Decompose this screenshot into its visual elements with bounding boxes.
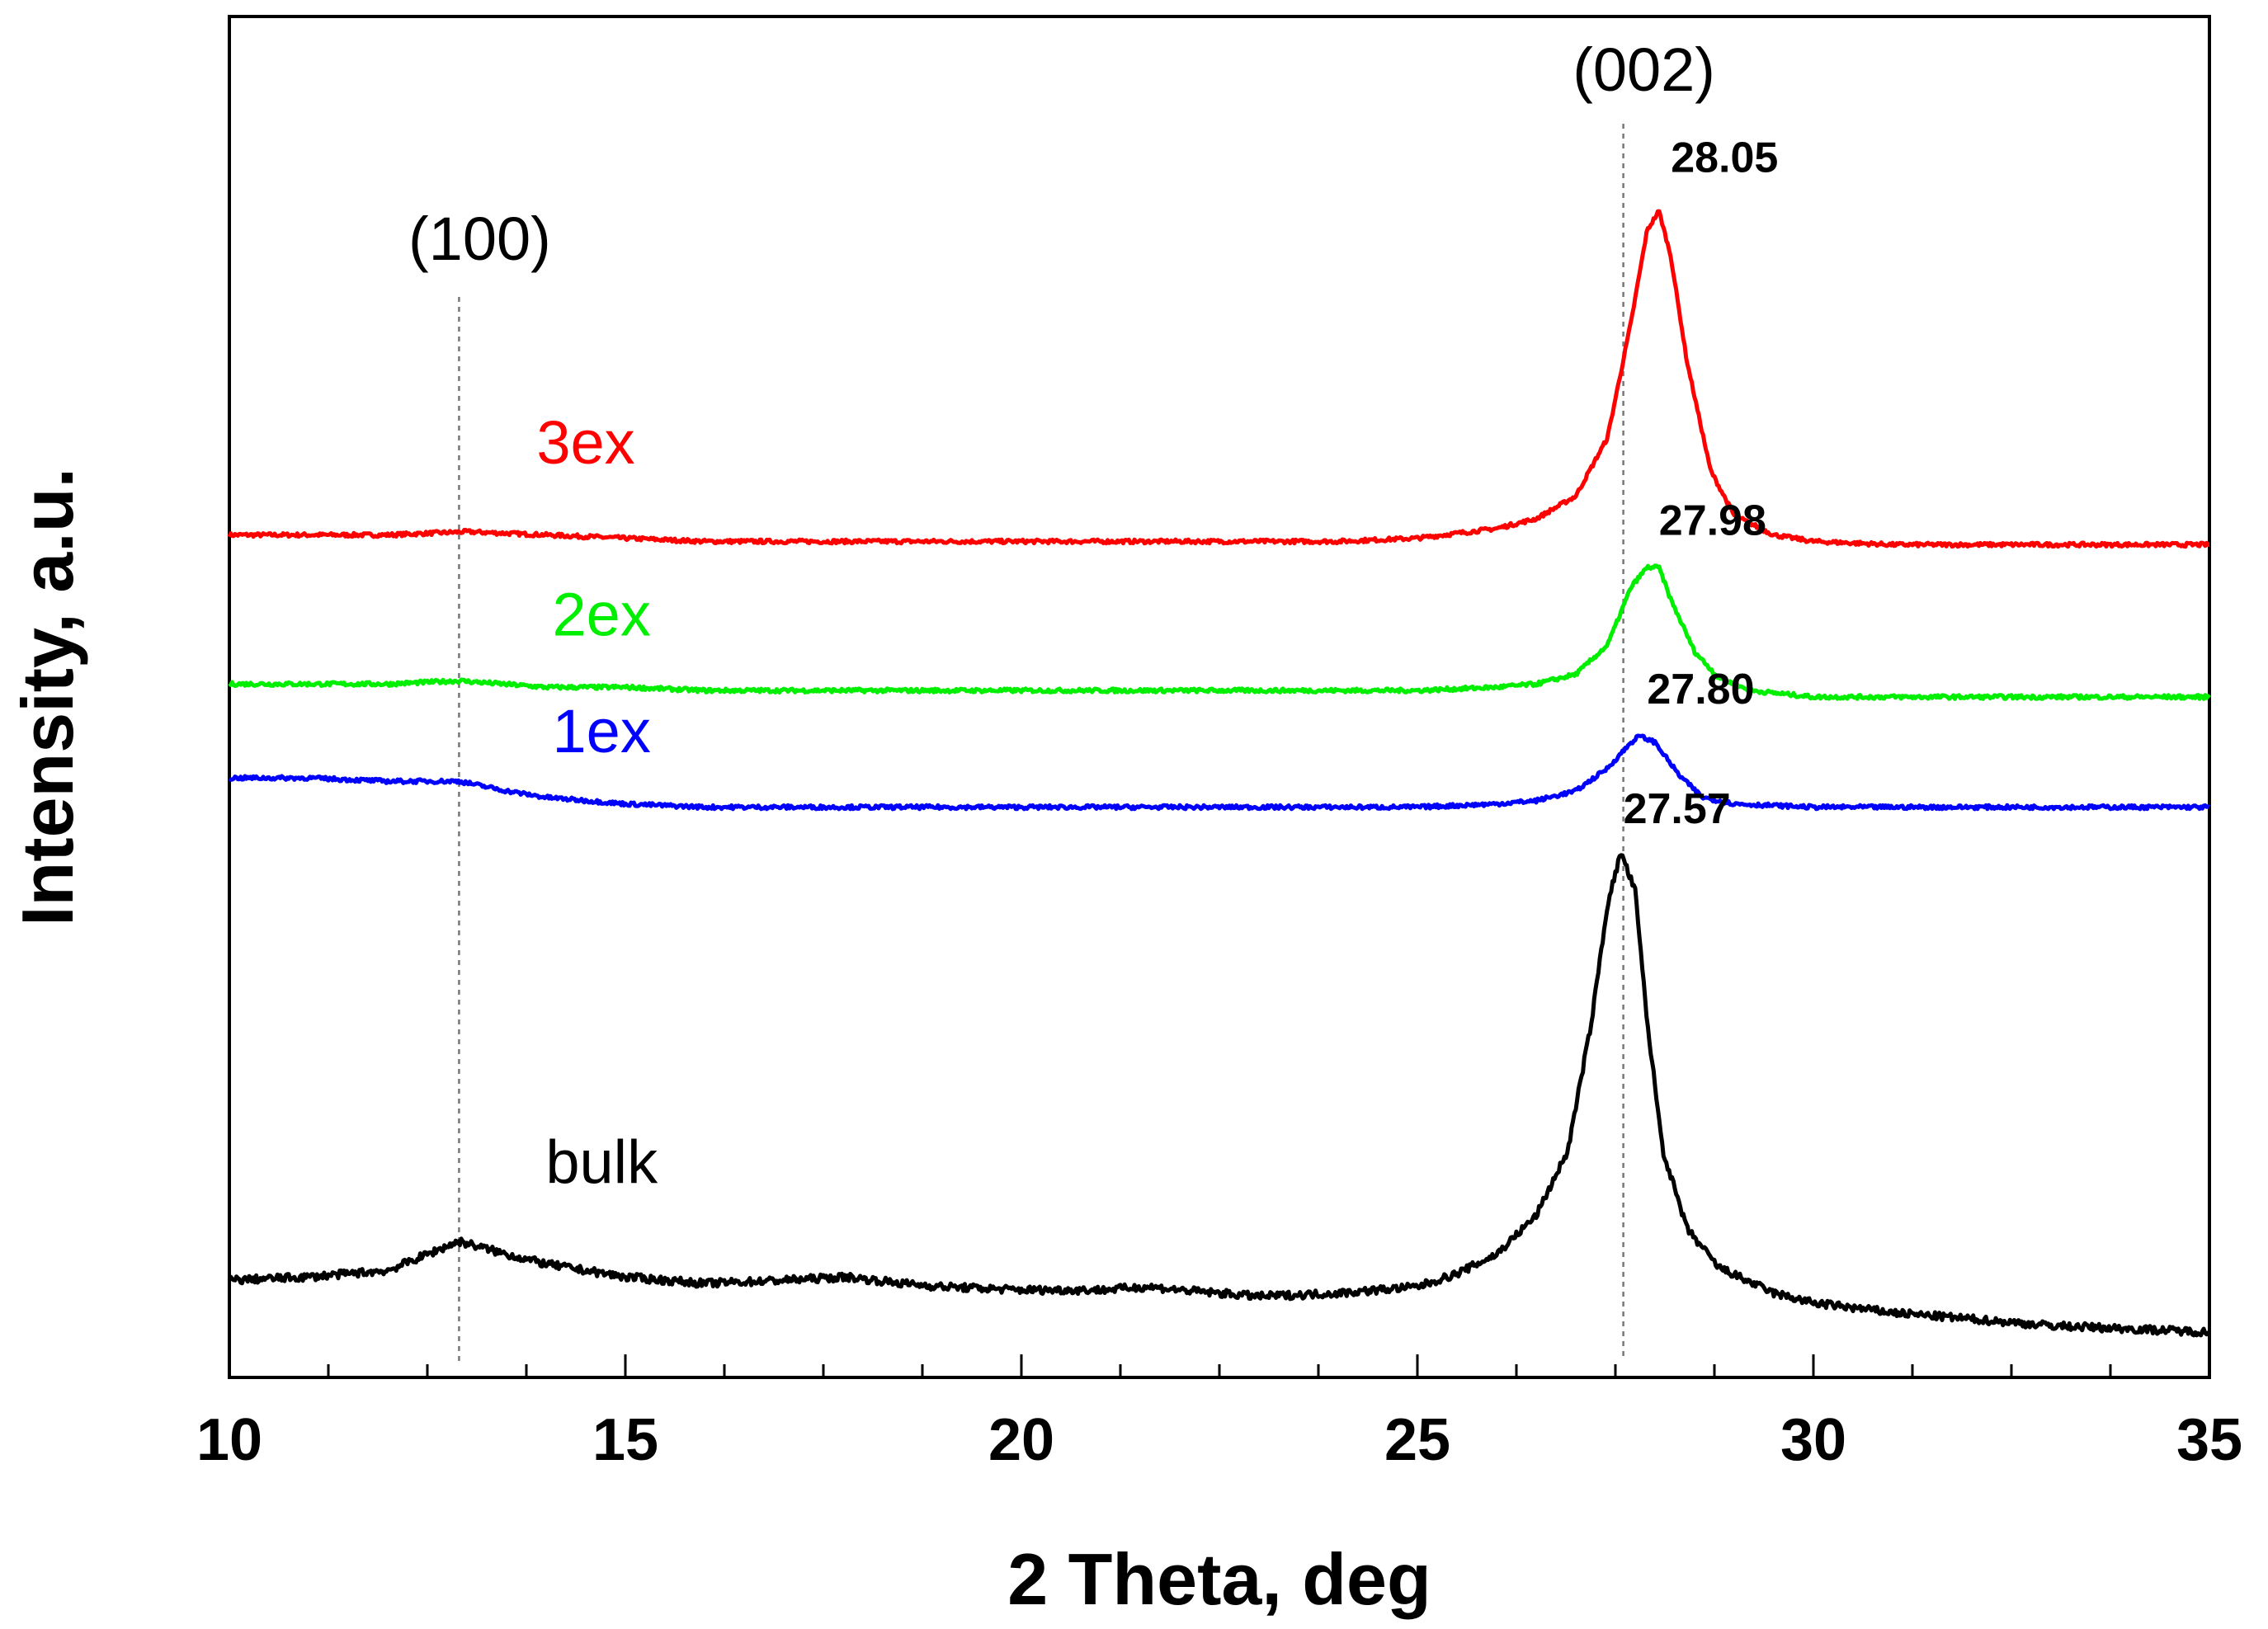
series-label-2ex: 2ex — [553, 580, 651, 648]
x-tick-label: 25 — [1384, 1407, 1450, 1473]
peak-label-1ex: 27.80 — [1647, 666, 1754, 713]
peak-label-2ex: 27.98 — [1659, 497, 1766, 545]
plane-label: (100) — [408, 205, 551, 273]
series-label-bulk: bulk — [545, 1128, 658, 1196]
series-line-bulk — [227, 853, 2211, 1338]
x-tick-label: 30 — [1780, 1407, 1846, 1473]
plane-label: (002) — [1573, 35, 1715, 104]
series-line-1ex — [228, 733, 2210, 812]
x-tick-label: 10 — [196, 1407, 262, 1473]
peak-label-3ex: 28.05 — [1671, 134, 1778, 182]
series-line-2ex — [228, 563, 2211, 701]
series-line-3ex — [227, 209, 2210, 549]
x-tick-label: 20 — [988, 1407, 1054, 1473]
series-label-3ex: 3ex — [536, 408, 634, 477]
x-tick-label: 35 — [2176, 1407, 2242, 1473]
peak-label-bulk: 27.57 — [1624, 785, 1731, 833]
x-axis-title: 2 Theta, deg — [1007, 1538, 1431, 1620]
x-tick-label: 15 — [592, 1407, 658, 1473]
y-axis-title: Intensity, a.u. — [7, 468, 88, 926]
series-label-1ex: 1ex — [553, 697, 651, 765]
